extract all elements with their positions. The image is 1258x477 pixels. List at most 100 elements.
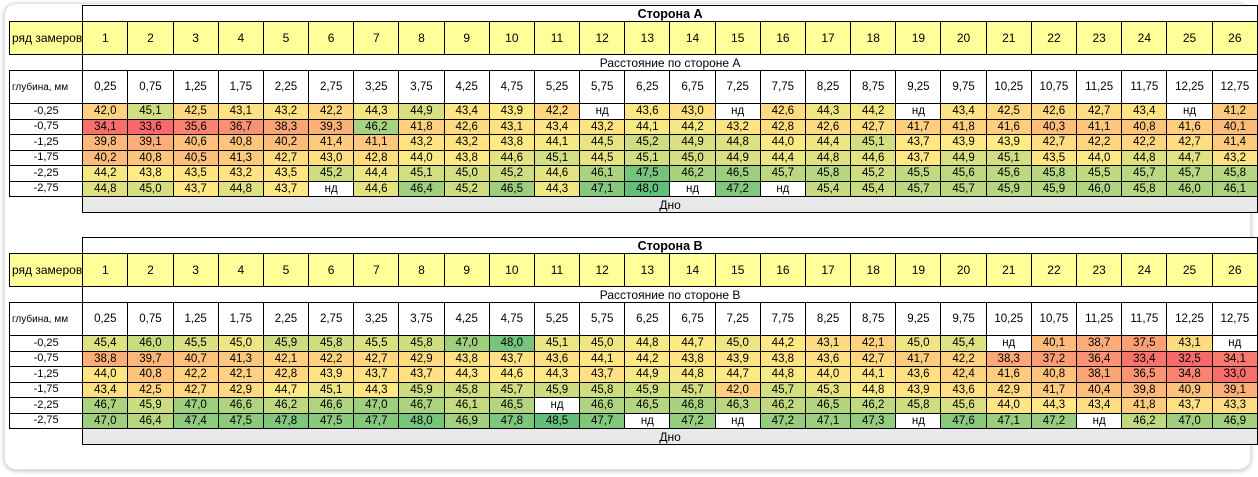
depth-label: глубина, мм bbox=[8, 70, 84, 104]
measurement-cell: 43,7 bbox=[1166, 397, 1213, 414]
measurement-cell: 33,0 bbox=[1211, 366, 1258, 383]
measurement-cell: 38,3 bbox=[262, 118, 310, 135]
measurement-cell: 42,7 bbox=[172, 381, 219, 398]
position-cell: 12,75 bbox=[1211, 302, 1258, 336]
row-index: 19 bbox=[895, 21, 942, 55]
position-cell: 3,75 bbox=[398, 302, 445, 336]
position-cell: 5,25 bbox=[533, 302, 581, 336]
measurement-cell: 45,9 bbox=[985, 180, 1032, 197]
measurement-cell: 46,2 bbox=[850, 397, 897, 414]
measurement-cell: 44,0 bbox=[759, 134, 806, 151]
measurement-cell: 45,4 bbox=[940, 335, 987, 352]
position-cell: 3,25 bbox=[353, 70, 400, 104]
position-cell: 8,75 bbox=[850, 70, 897, 104]
measurement-cell: 45,7 bbox=[669, 381, 716, 398]
measurement-cell: 43,7 bbox=[172, 180, 219, 197]
row-index: 20 bbox=[940, 21, 987, 55]
measurement-cell: 44,3 bbox=[353, 103, 400, 120]
measurement-cell: 44,0 bbox=[1076, 149, 1123, 166]
depth-cell: -2,25 bbox=[8, 165, 84, 182]
measurement-cell: 44,3 bbox=[533, 180, 581, 197]
measurement-cell: 42,7 bbox=[262, 149, 310, 166]
row-index: 22 bbox=[1030, 253, 1078, 287]
measurement-cell: 42,9 bbox=[217, 381, 264, 398]
position-cell: 1,25 bbox=[172, 70, 219, 104]
measurement-cell: 47,0 bbox=[82, 412, 129, 429]
row-index: 15 bbox=[714, 21, 761, 55]
measurement-cell: 34,1 bbox=[1211, 350, 1258, 367]
row-index: 25 bbox=[1166, 21, 1213, 55]
row-index: 7 bbox=[353, 253, 400, 287]
measurement-cell: 45,8 bbox=[895, 397, 942, 414]
measurement-cell: 46,9 bbox=[1211, 412, 1258, 429]
measurement-cell: 44,9 bbox=[398, 103, 445, 120]
position-cell: 7,25 bbox=[714, 70, 761, 104]
position-cell: 10,25 bbox=[985, 70, 1032, 104]
measurement-cell: 42,2 bbox=[1121, 134, 1168, 151]
measurement-cell: 42,2 bbox=[1076, 134, 1123, 151]
depth-cell: -2,25 bbox=[8, 397, 84, 414]
measurement-cell: 42,7 bbox=[1076, 103, 1123, 120]
measurement-cell: 43,9 bbox=[895, 381, 942, 398]
measurement-cell: 44,4 bbox=[804, 134, 852, 151]
position-cell: 9,25 bbox=[895, 302, 942, 336]
measurement-cell: 43,2 bbox=[714, 118, 761, 135]
measurement-cell: 45,5 bbox=[172, 335, 219, 352]
row-index: 18 bbox=[850, 253, 897, 287]
measurement-cell: 34,8 bbox=[1166, 366, 1213, 383]
measurement-cell: 43,1 bbox=[1166, 335, 1213, 352]
row-index: 24 bbox=[1121, 21, 1168, 55]
position-cell: 1,75 bbox=[217, 302, 264, 336]
measurement-cell: 43,5 bbox=[1030, 149, 1078, 166]
row-index: 1 bbox=[82, 253, 129, 287]
row-index: 3 bbox=[172, 253, 219, 287]
measurement-cell: 45,2 bbox=[488, 165, 535, 182]
corner-blank bbox=[9, 54, 83, 71]
position-cell: 0,25 bbox=[82, 70, 129, 104]
measurement-cell: 47,8 bbox=[262, 412, 310, 429]
measurement-cell: 46,5 bbox=[488, 397, 535, 414]
measurement-cell: 45,7 bbox=[759, 381, 806, 398]
measurement-cell: 43,8 bbox=[443, 350, 490, 367]
measurement-cell: 46,2 bbox=[1121, 412, 1168, 429]
measurement-cell: 41,3 bbox=[217, 149, 264, 166]
measurement-cell: 45,2 bbox=[624, 134, 671, 151]
measurement-cell: 46,4 bbox=[127, 412, 174, 429]
row-index: 16 bbox=[759, 253, 806, 287]
measurement-cell: 47,5 bbox=[624, 165, 671, 182]
measurement-cell: 43,7 bbox=[895, 149, 942, 166]
measurement-cell: 44,8 bbox=[217, 180, 264, 197]
measurement-cell: 43,0 bbox=[308, 149, 355, 166]
measurement-cell: 45,1 bbox=[533, 335, 581, 352]
measurement-cell: нд bbox=[895, 412, 942, 429]
measurement-cell: 46,9 bbox=[443, 412, 490, 429]
measurement-cell: 43,7 bbox=[895, 134, 942, 151]
measurement-cell: 43,8 bbox=[443, 149, 490, 166]
measurement-cell: 44,2 bbox=[82, 165, 129, 182]
measurement-cell: 42,2 bbox=[940, 350, 987, 367]
row-index: 17 bbox=[804, 21, 852, 55]
position-cell: 3,75 bbox=[398, 70, 445, 104]
depth-cell: -1,75 bbox=[8, 149, 84, 166]
measurement-cell: 38,8 bbox=[82, 350, 129, 367]
measurement-cell: 47,0 bbox=[172, 397, 219, 414]
measurement-cell: 48,0 bbox=[398, 412, 445, 429]
measurement-cell: 46,3 bbox=[714, 397, 761, 414]
measurement-cell: 43,5 bbox=[262, 165, 310, 182]
measurement-cell: 47,1 bbox=[579, 180, 626, 197]
measurement-cell: 46,6 bbox=[308, 397, 355, 414]
measurement-cell: 43,2 bbox=[398, 134, 445, 151]
measurement-cell: 40,6 bbox=[172, 134, 219, 151]
row-index: 3 bbox=[172, 21, 219, 55]
measurement-cell: 43,3 bbox=[1211, 397, 1258, 414]
position-cell: 1,75 bbox=[217, 70, 264, 104]
corner-blank bbox=[9, 428, 84, 445]
measurement-cell: 45,9 bbox=[533, 381, 581, 398]
depth-cell: -2,75 bbox=[8, 412, 84, 429]
depth-cell: -1,75 bbox=[8, 381, 84, 398]
measurement-cell: 44,3 bbox=[533, 366, 581, 383]
position-cell: 4,75 bbox=[488, 70, 535, 104]
measurement-cell: 45,3 bbox=[804, 381, 852, 398]
row-index: 14 bbox=[669, 253, 716, 287]
measurement-cell: 47,1 bbox=[985, 412, 1032, 429]
